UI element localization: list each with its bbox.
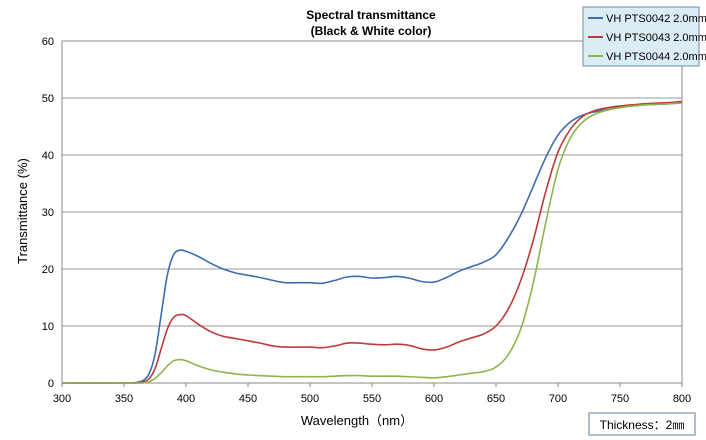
y-tick-label: 10 (42, 321, 54, 333)
y-tick-label: 0 (48, 378, 54, 390)
x-tick-label: 400 (177, 393, 195, 405)
legend-label-2: VH PTS0043 2.0mm (606, 32, 706, 44)
x-tick-label: 650 (487, 393, 505, 405)
x-tick-label: 800 (673, 393, 691, 405)
thickness-note-box (588, 412, 696, 436)
y-tick-label: 50 (42, 93, 54, 105)
x-tick-label: 600 (425, 393, 443, 405)
x-tick-label: 300 (53, 393, 71, 405)
legend: VH PTS0042 2.0mm VH PTS0043 2.0mm VH PTS00… (582, 6, 706, 67)
thickness-note-text: Thickness：2㎜ (600, 418, 685, 432)
legend-label-3: VH PTS0044 2.0mm (606, 51, 706, 63)
x-tick-label: 450 (239, 393, 257, 405)
thickness-note: Thickness：2㎜ (588, 412, 696, 436)
x-tick-label: 500 (301, 393, 319, 405)
y-tick-label: 40 (42, 150, 54, 162)
x-tick-label: 350 (115, 393, 133, 405)
y-axis-ticks: 0 10 20 30 40 50 60 (42, 36, 54, 390)
x-axis-label: Wavelength（nm） (301, 413, 413, 428)
series-line-1 (61, 101, 683, 384)
y-tick-label: 30 (42, 207, 54, 219)
gridlines (62, 40, 682, 384)
x-tick-label: 550 (363, 393, 381, 405)
y-axis-label: Transmittance (%) (15, 158, 30, 264)
legend-label-1: VH PTS0042 2.0mm (606, 13, 706, 25)
series-lines (61, 100, 683, 384)
series-line-3 (62, 102, 683, 384)
chart-subtitle: (Black & White color) (311, 24, 432, 38)
x-tick-label: 750 (611, 393, 629, 405)
x-tick-label: 700 (549, 393, 567, 405)
x-axis-ticks: 300 350 400 450 500 550 600 650 700 750 800 (53, 383, 691, 405)
y-tick-label: 20 (42, 264, 54, 276)
series-line-2 (62, 100, 683, 384)
chart-title: Spectral transmittance (306, 8, 436, 22)
y-tick-label: 60 (42, 36, 54, 48)
